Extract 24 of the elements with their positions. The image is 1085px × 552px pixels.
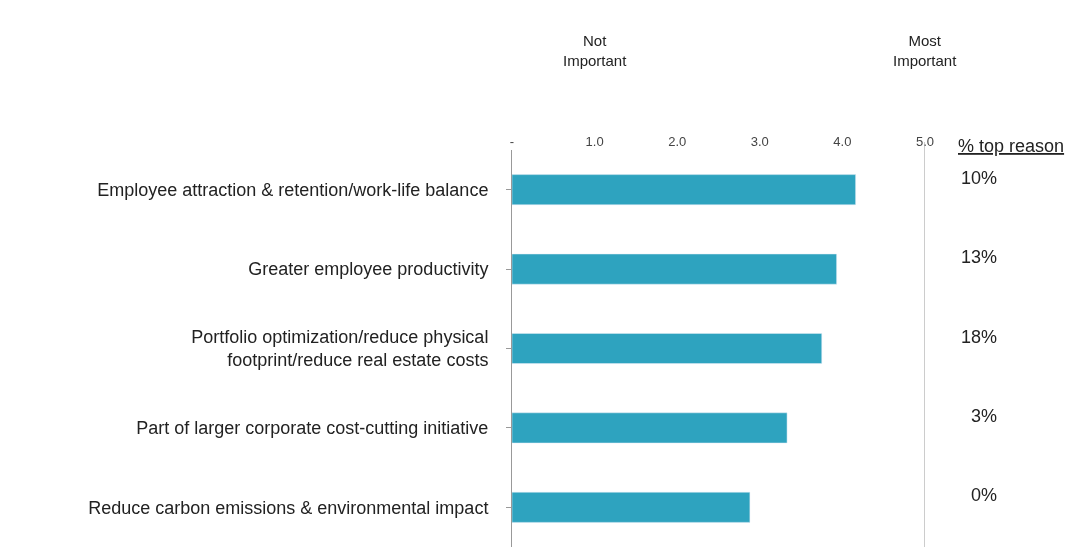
bar	[512, 253, 837, 285]
bar	[512, 174, 856, 206]
text: 0%	[971, 485, 998, 505]
x-tick-label: 5.0	[915, 134, 935, 150]
x-tick-label: -	[509, 134, 515, 150]
y-tick-label: Greater employee productivity	[248, 259, 489, 280]
text: % top reason	[958, 136, 1065, 156]
y-tick-label: Part of larger corporate cost-cutting initiative	[136, 418, 489, 439]
text: 3%	[971, 406, 998, 426]
bar	[512, 412, 788, 444]
y-tick-label: Reduce carbon emissions & environmental impact	[88, 497, 489, 518]
text: Not Important	[563, 32, 628, 69]
y-tick-label: Employee attraction & retention/work-life balance	[97, 180, 489, 200]
text: 10%	[961, 168, 998, 188]
y-tick-label: Portfolio optimization/reduce physical footprint/reduce real estate costs	[191, 327, 489, 371]
x-tick-label: 2.0	[668, 134, 687, 150]
bar	[512, 491, 751, 523]
bar	[512, 333, 822, 364]
text: 18%	[961, 327, 998, 347]
x-tick-label: 4.0	[833, 134, 852, 150]
text: 13%	[961, 247, 998, 267]
x-tick-label: 1.0	[585, 134, 604, 150]
x-tick-label: 3.0	[750, 134, 769, 150]
text: Most Important	[893, 32, 958, 69]
